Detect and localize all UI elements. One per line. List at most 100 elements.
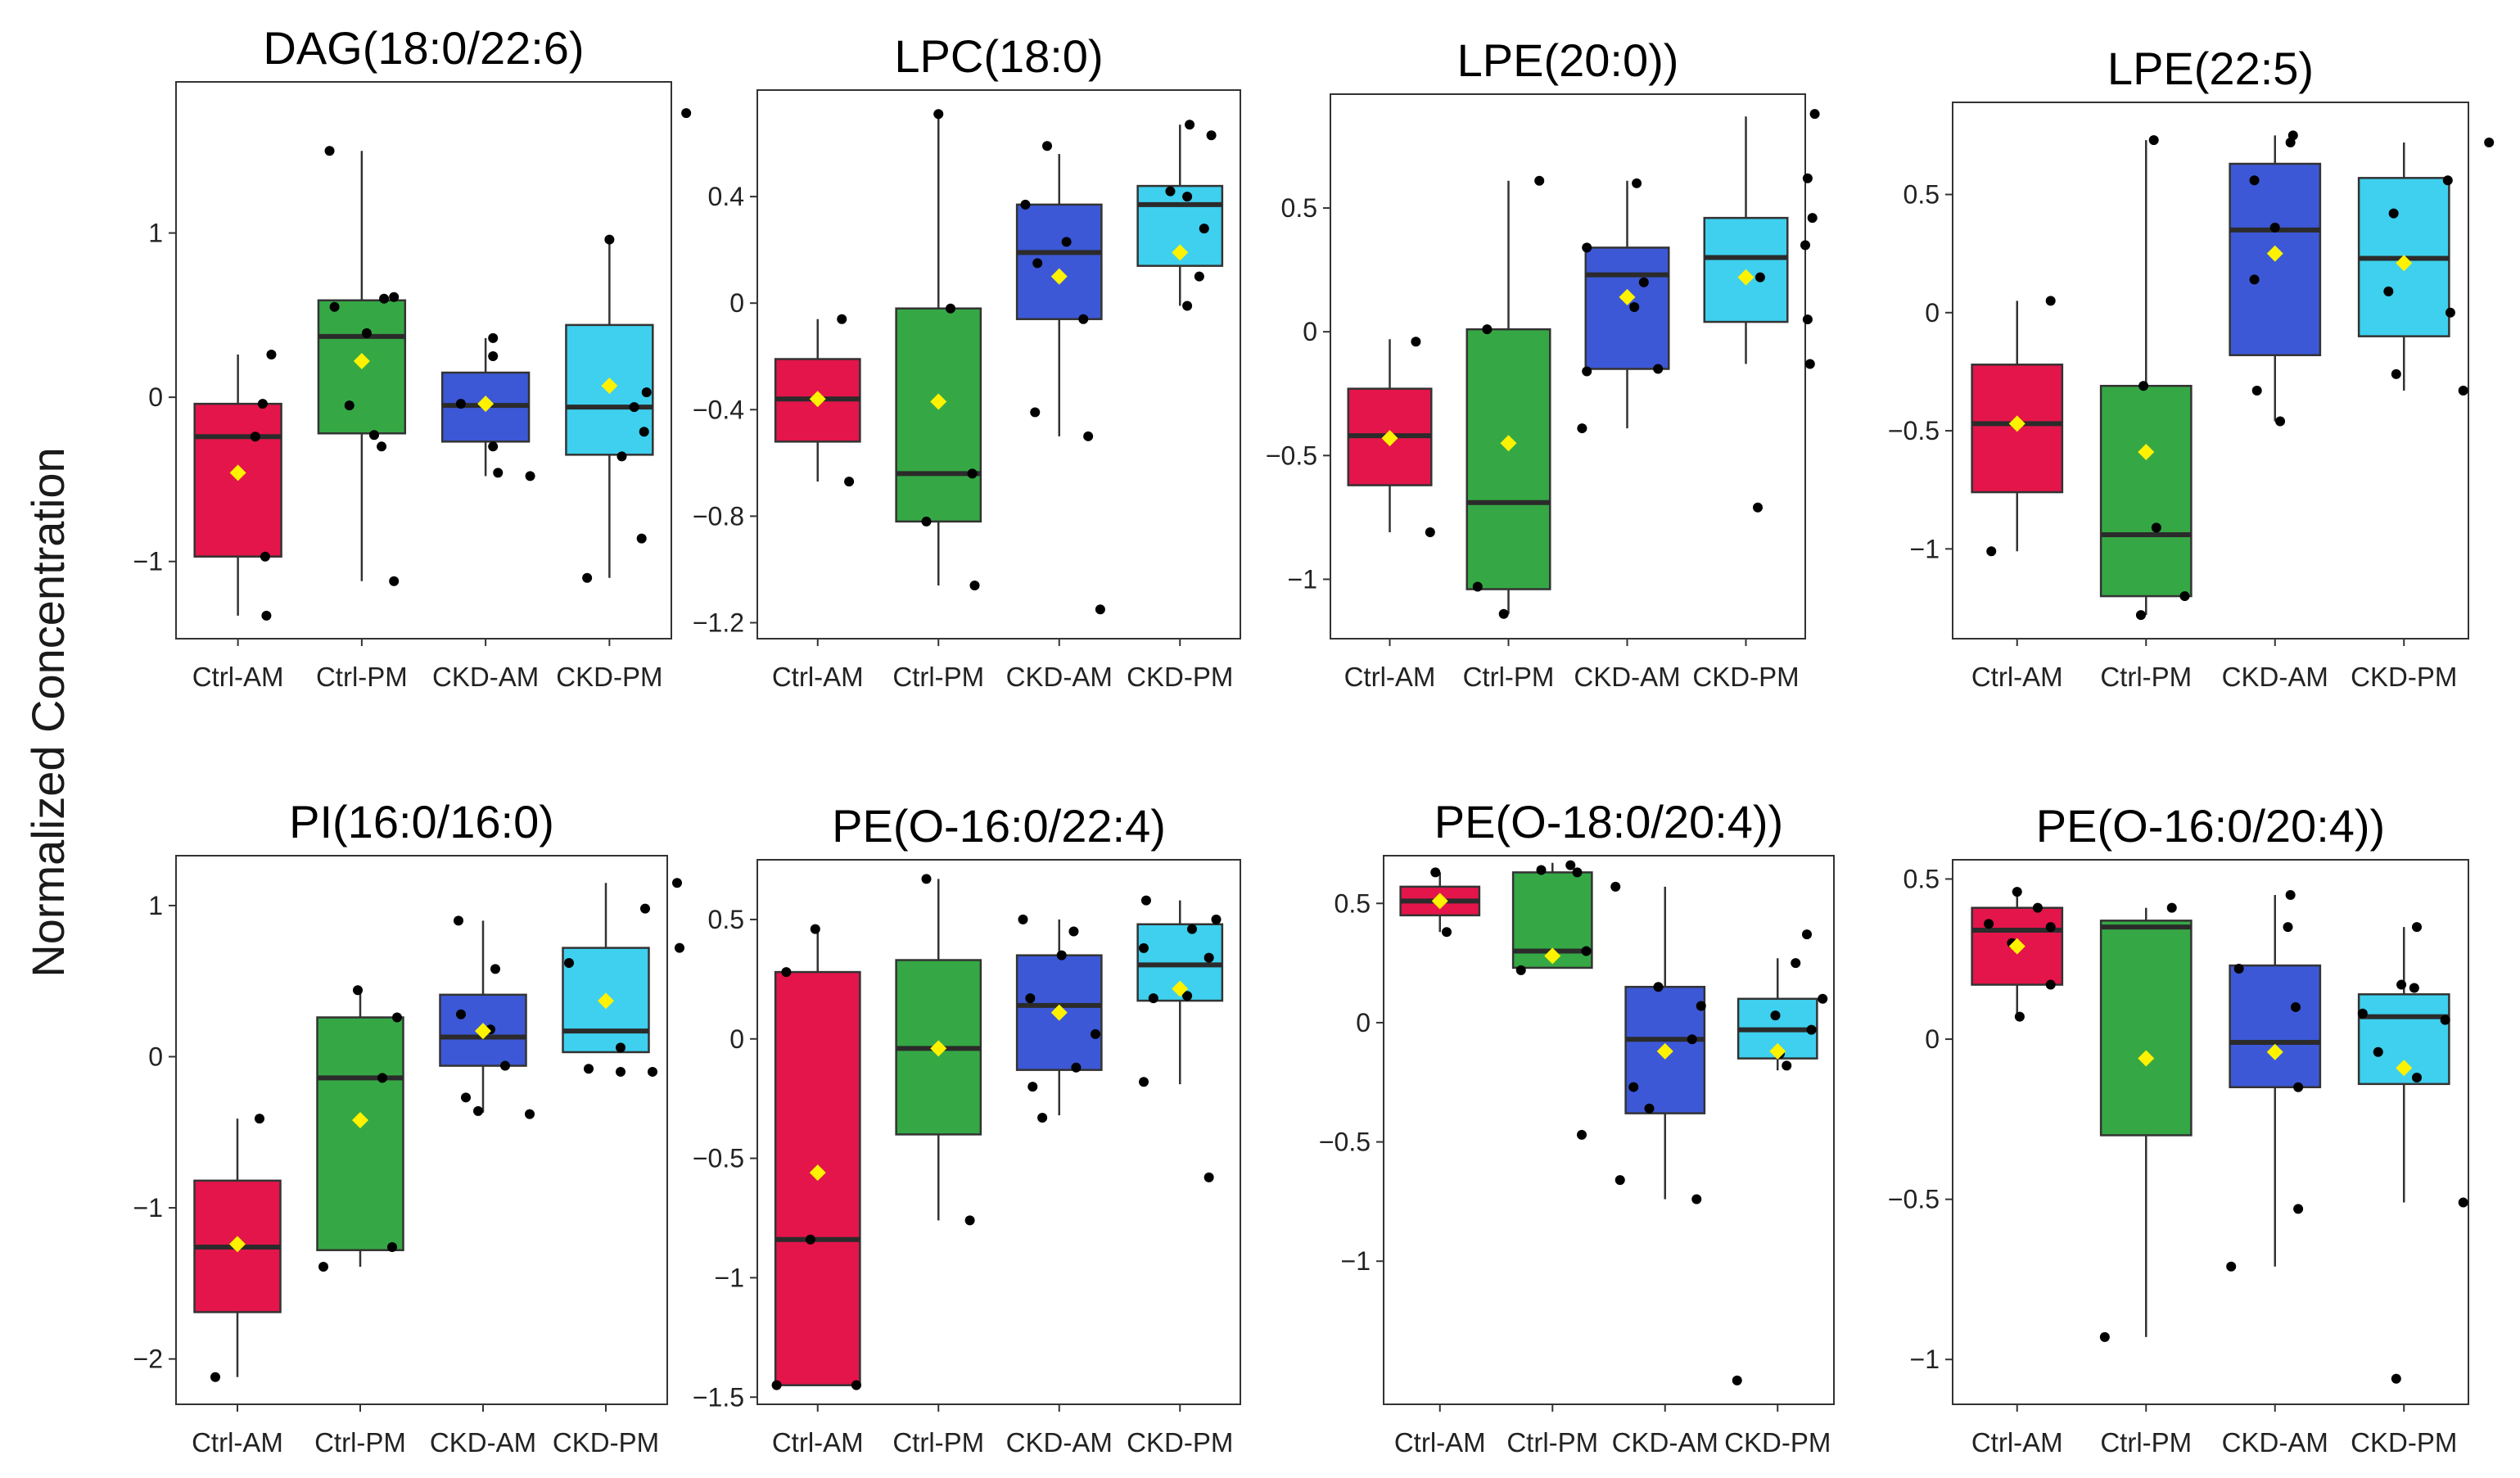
data-point [1800, 240, 1810, 251]
x-category-label: CKD-AM [1574, 662, 1680, 692]
box-group-Ctrl-PM [317, 146, 407, 586]
y-tick-label: −1 [133, 1193, 163, 1223]
data-point [1211, 914, 1222, 924]
box-group-CKD-PM [2357, 138, 2495, 396]
data-point [2445, 307, 2455, 318]
data-point [681, 108, 692, 119]
box-group-Ctrl-PM [895, 874, 982, 1226]
data-point [379, 293, 390, 304]
data-point [921, 874, 932, 884]
data-point [525, 1109, 535, 1119]
data-point [2293, 1204, 2304, 1214]
x-category-label: Ctrl-PM [2100, 662, 2192, 692]
mean-marker [2266, 245, 2283, 262]
data-point [1806, 1024, 1817, 1035]
box-group-Ctrl-PM [2099, 135, 2193, 621]
x-category-label: CKD-AM [1006, 1427, 1113, 1458]
data-point [1534, 175, 1545, 186]
y-tick-label: 0.5 [1904, 864, 1940, 893]
mean-marker [1050, 268, 1068, 285]
data-point [257, 399, 268, 409]
data-point [1018, 914, 1028, 924]
data-point [455, 399, 466, 409]
data-point [1472, 581, 1483, 592]
panel-title: LPC(18:0) [894, 30, 1103, 82]
x-category-label: Ctrl-AM [772, 662, 864, 692]
data-point [2269, 222, 2280, 233]
mean-marker [229, 464, 246, 481]
data-point [461, 1092, 471, 1103]
panel-4: LPE(22:5) 0.5 0 −0.5 −1 Ctrl-AM Ctrl-PM CKD-AM C… [1888, 43, 2495, 692]
box-group-Ctrl-PM [316, 985, 404, 1272]
data-point [1644, 1103, 1655, 1114]
data-point [1807, 213, 1818, 224]
data-point [1025, 993, 1036, 1004]
x-category-label: CKD-PM [1127, 1427, 1233, 1458]
y-tick-label: 0.5 [1335, 888, 1371, 918]
x-category-label: Ctrl-PM [892, 1427, 984, 1458]
y-tick-label: −1 [1341, 1246, 1371, 1276]
data-point [324, 146, 335, 156]
y-tick-label: 0.5 [708, 905, 744, 934]
box-group-Ctrl-AM [774, 314, 861, 487]
mean-marker [601, 377, 618, 395]
y-tick-label: −2 [133, 1345, 163, 1374]
mean-marker [1431, 893, 1448, 910]
data-point [2179, 591, 2190, 602]
mean-marker [2396, 255, 2413, 272]
panel-6: PE(O-16:0/22:4) 0.5 0 −0.5 −1 −1.5 Ctrl-AM Ctrl… [693, 800, 1241, 1458]
y-tick-label: 0 [1925, 298, 1940, 328]
data-point [844, 477, 855, 487]
data-point [2458, 386, 2468, 396]
mean-marker [1737, 269, 1755, 286]
plot-frame [175, 855, 668, 1405]
x-category-label: Ctrl-PM [314, 1427, 406, 1458]
panel-title: LPE(20:0)) [1457, 34, 1679, 86]
data-point [616, 1066, 625, 1077]
data-point [1498, 608, 1509, 619]
iqr-box [1584, 246, 1670, 370]
data-point [1056, 950, 1067, 960]
data-point [1165, 186, 1176, 197]
data-point [1653, 364, 1664, 374]
panel-1: DAG(18:0/22:6) 1 0 −1 Ctrl-AM Ctrl-PM CKD-AM CK… [133, 22, 692, 692]
data-point [493, 468, 504, 478]
y-tick-label: −1 [1910, 1345, 1940, 1374]
box-group-CKD-AM [1610, 881, 1706, 1205]
x-category-label: CKD-PM [556, 662, 662, 692]
x-category-label: CKD-AM [430, 1427, 536, 1458]
y-tick-label: 0.5 [1281, 193, 1317, 223]
box-group-Ctrl-AM [1399, 867, 1481, 938]
data-point [1071, 1062, 1082, 1073]
y-tick-label: −0.4 [693, 395, 744, 424]
data-point [1687, 1034, 1697, 1045]
x-category-label: Ctrl-PM [1463, 662, 1555, 692]
box-group-CKD-PM [1095, 120, 1224, 615]
panel-title: LPE(22:5) [2107, 43, 2314, 94]
y-tick-label: 0 [1303, 317, 1317, 346]
x-category-label: CKD-PM [553, 1427, 659, 1458]
mean-marker [1172, 244, 1189, 261]
data-point [389, 576, 400, 586]
data-point [2373, 1046, 2383, 1057]
box-group-CKD-PM [1703, 109, 1820, 513]
data-point [1782, 1060, 1792, 1071]
data-point [648, 1066, 657, 1077]
data-point [921, 516, 932, 527]
box-group-Ctrl-PM [1511, 860, 1593, 1140]
data-point [344, 400, 355, 411]
x-category-label: Ctrl-AM [1394, 1427, 1486, 1458]
data-point [473, 1105, 483, 1116]
x-category-label: CKD-AM [2222, 1427, 2328, 1458]
data-point [1755, 272, 1765, 282]
data-point [582, 572, 593, 583]
data-point [2285, 890, 2296, 901]
data-point [851, 1380, 861, 1390]
data-point [318, 1262, 328, 1272]
data-point [1581, 946, 1592, 956]
x-category-label: CKD-AM [432, 662, 539, 692]
y-tick-label: −0.5 [1888, 1185, 1940, 1214]
data-point [2045, 922, 2056, 933]
data-point [2440, 1015, 2450, 1025]
x-category-label: CKD-PM [2351, 1427, 2457, 1458]
